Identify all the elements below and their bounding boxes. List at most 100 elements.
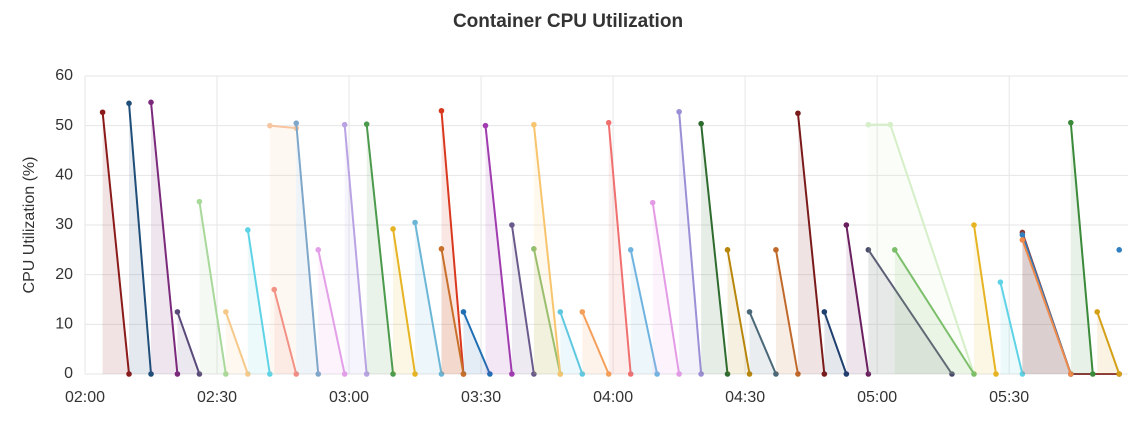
series-line — [726, 249, 751, 375]
point — [148, 99, 154, 106]
point — [126, 371, 132, 377]
point — [1116, 371, 1122, 377]
series-line — [559, 311, 584, 375]
point — [148, 371, 154, 377]
point — [773, 371, 779, 377]
series-line — [414, 222, 443, 375]
point — [412, 371, 418, 377]
point — [971, 371, 977, 377]
series-line — [317, 249, 346, 375]
x-tick-label: 04:00 — [593, 389, 633, 406]
series-line — [867, 249, 953, 375]
point — [795, 110, 801, 117]
series-line — [295, 123, 320, 375]
series-line — [1096, 311, 1121, 375]
series-line — [796, 113, 826, 375]
point — [509, 222, 515, 228]
point — [579, 371, 586, 377]
y-axis-label: CPU Utilization (%) — [21, 157, 38, 294]
point — [363, 371, 370, 377]
point — [971, 222, 977, 228]
point — [315, 371, 322, 377]
point — [605, 371, 612, 377]
series-line — [176, 311, 201, 375]
y-tick-label: 30 — [55, 216, 73, 233]
series-line — [748, 311, 777, 375]
x-tick-label: 03:30 — [461, 389, 501, 406]
point — [293, 120, 300, 126]
point — [724, 247, 731, 253]
point — [676, 108, 682, 115]
point — [460, 309, 467, 315]
point — [174, 371, 181, 377]
series-line — [651, 202, 681, 375]
point — [487, 371, 493, 377]
y-tick-label: 20 — [55, 266, 73, 283]
point — [390, 226, 396, 232]
point — [196, 371, 203, 377]
point — [1116, 247, 1122, 253]
point — [460, 371, 467, 377]
point — [746, 309, 753, 315]
point — [698, 120, 704, 127]
point — [865, 371, 872, 377]
series-line — [101, 112, 131, 375]
series-line — [999, 281, 1024, 375]
point — [795, 371, 801, 377]
point — [605, 119, 612, 126]
series-line — [532, 124, 562, 375]
point — [843, 222, 850, 228]
point — [724, 371, 731, 377]
point — [99, 109, 106, 116]
series-line — [269, 124, 297, 130]
series-line — [972, 224, 997, 375]
point — [891, 247, 898, 253]
series-line — [581, 311, 610, 375]
point — [174, 309, 181, 315]
point — [531, 121, 537, 128]
series-line — [440, 248, 465, 375]
point — [843, 371, 850, 377]
point — [627, 247, 634, 253]
series-line — [823, 311, 848, 375]
point — [557, 371, 564, 377]
point — [390, 371, 396, 377]
series-line — [484, 125, 513, 375]
point — [865, 247, 872, 253]
x-tick-label: 02:00 — [65, 389, 105, 406]
point — [196, 198, 203, 205]
series-area — [868, 124, 974, 374]
y-tick-label: 10 — [55, 316, 73, 333]
point — [315, 247, 322, 253]
point — [1019, 232, 1026, 238]
x-tick-label: 04:30 — [725, 389, 765, 406]
series-line — [246, 229, 271, 375]
series-line — [532, 248, 562, 375]
point — [557, 309, 564, 315]
point — [1094, 309, 1100, 315]
y-tick-label: 40 — [55, 167, 73, 184]
series-line — [845, 224, 870, 375]
point — [341, 121, 348, 128]
series-line — [128, 103, 153, 375]
series-line — [224, 311, 249, 375]
series-line — [343, 124, 368, 375]
point — [773, 247, 779, 253]
point — [821, 371, 828, 377]
point — [865, 121, 872, 128]
point — [654, 371, 660, 377]
point — [698, 371, 704, 377]
point — [997, 279, 1004, 285]
point — [271, 286, 278, 293]
y-tick-label: 60 — [55, 67, 73, 84]
point — [746, 371, 753, 377]
point — [887, 121, 894, 128]
series-line — [700, 123, 729, 375]
series-line — [440, 110, 465, 375]
series-line — [1021, 239, 1072, 375]
y-tick-label: 50 — [55, 117, 73, 134]
point — [1019, 371, 1026, 377]
point — [949, 371, 955, 377]
point — [1019, 237, 1026, 243]
